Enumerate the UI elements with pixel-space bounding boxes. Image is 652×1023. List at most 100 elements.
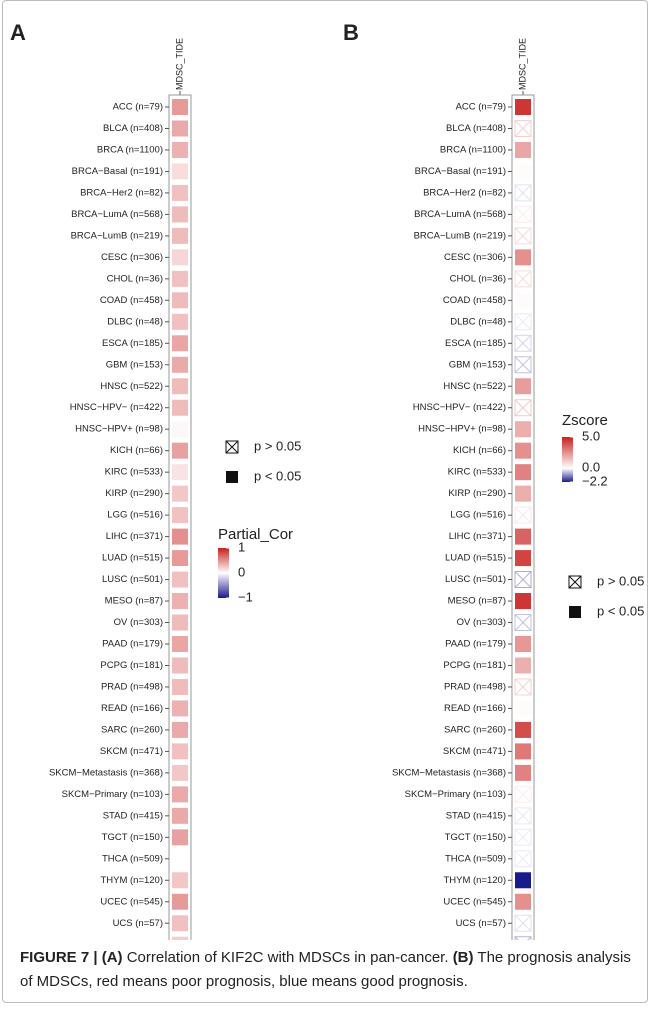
row-label: SARC (n=260) xyxy=(101,724,163,735)
row-label: BRCA−Basal (n=191) xyxy=(72,166,163,177)
row-label: UCS (n=57) xyxy=(113,918,163,929)
row-label: THCA (n=509) xyxy=(102,853,163,864)
row-label: LUAD (n=515) xyxy=(102,553,163,564)
heatmap-cell xyxy=(172,485,188,502)
row-label: PCPG (n=181) xyxy=(100,660,163,671)
heatmap-cell xyxy=(172,163,188,180)
heatmap-cell xyxy=(514,785,532,803)
heatmap-cell xyxy=(172,335,188,352)
cell-cross xyxy=(514,571,532,588)
cell-cross xyxy=(514,936,519,940)
caption-tag: (B) xyxy=(452,949,474,966)
heatmap-cell xyxy=(515,99,531,115)
legend-symbol xyxy=(225,440,239,454)
row-label: HNSC−HPV+ (n=98) xyxy=(418,424,506,435)
row-label: GBM (n=153) xyxy=(449,359,506,370)
row-label: BLCA (n=408) xyxy=(103,123,163,134)
heatmap-cell xyxy=(172,206,188,223)
colorbar xyxy=(218,548,229,598)
heatmap-cell xyxy=(172,249,188,266)
heatmap-cell xyxy=(514,270,532,288)
legend-label: p < 0.05 xyxy=(254,468,301,483)
row-label: READ (n=166) xyxy=(101,703,163,714)
figure-frame xyxy=(2,0,648,1003)
row-label: LIHC (n=371) xyxy=(449,531,506,542)
heatmap-frame xyxy=(511,94,535,940)
row-label: TGCT (n=150) xyxy=(445,832,506,843)
cell-cross xyxy=(514,828,532,846)
row-label: GBM (n=153) xyxy=(106,359,163,370)
column-label: MDSC_TIDE xyxy=(517,38,527,90)
heatmap-cell xyxy=(514,334,532,352)
colorbar-tick-label: 5.0 xyxy=(582,428,600,443)
heatmap-cell xyxy=(172,313,188,330)
row-label: CHOL (n=36) xyxy=(450,273,506,284)
row-label: SARC (n=260) xyxy=(444,724,506,735)
row-label: SKCM−Primary (n=103) xyxy=(62,789,163,800)
heatmap-cell xyxy=(514,914,532,932)
heatmap-cell xyxy=(172,807,188,824)
row-label: STAD (n=415) xyxy=(446,810,506,821)
heatmap-cell xyxy=(515,249,531,266)
heatmap-cell xyxy=(514,205,532,223)
heatmap-cell xyxy=(172,270,188,287)
row-label: UVM (n=80) xyxy=(455,939,506,940)
legend-symbol xyxy=(225,440,239,454)
heatmap-cell xyxy=(514,936,532,940)
cell-cross xyxy=(527,936,532,940)
row-label: THYM (n=120) xyxy=(100,875,163,886)
heatmap-cell xyxy=(515,292,531,309)
legend-label: p > 0.05 xyxy=(254,438,301,453)
row-label: UCEC (n=545) xyxy=(100,896,163,907)
caption-tag: (A) xyxy=(101,949,123,966)
heatmap-cell xyxy=(172,893,188,910)
row-label: COAD (n=458) xyxy=(443,295,506,306)
row-label: MESO (n=87) xyxy=(448,596,506,607)
heatmap-cell xyxy=(515,378,531,395)
column-label: MDSC_TIDE xyxy=(174,38,184,90)
cell-cross xyxy=(514,356,532,374)
cell-cross xyxy=(514,614,532,631)
row-label: BRCA−LumB (n=219) xyxy=(71,230,163,241)
row-label: UCEC (n=545) xyxy=(443,896,506,907)
heatmap-cell xyxy=(172,227,188,244)
heatmap-cell xyxy=(514,571,532,589)
row-label: PAAD (n=179) xyxy=(102,639,163,650)
heatmap-cell xyxy=(515,636,531,652)
heatmap-cell xyxy=(515,872,531,889)
heatmap-cell xyxy=(172,507,188,524)
heatmap-cell xyxy=(172,528,188,545)
row-label: BRCA (n=1100) xyxy=(440,144,506,155)
row-label: CHOL (n=36) xyxy=(107,273,163,284)
row-label: READ (n=166) xyxy=(444,703,506,714)
heatmap-frame xyxy=(168,94,192,940)
heatmap-cell xyxy=(172,464,188,481)
heatmap-cell xyxy=(515,528,531,545)
row-label: KIRC (n=533) xyxy=(448,467,506,478)
heatmap-cell xyxy=(172,636,188,652)
row-label: HNSC−HPV− (n=422) xyxy=(70,402,163,413)
heatmap-cell xyxy=(172,786,188,803)
heatmap-cell xyxy=(515,893,531,910)
legend-label: p > 0.05 xyxy=(597,573,644,588)
row-label: KICH (n=66) xyxy=(453,445,506,456)
heatmap-cell xyxy=(515,485,531,502)
legend-symbol xyxy=(226,471,238,483)
cell-cross xyxy=(514,313,532,331)
row-label: CESC (n=306) xyxy=(444,252,506,263)
row-label: LUAD (n=515) xyxy=(445,553,506,564)
row-label: UVM (n=80) xyxy=(112,939,163,940)
row-label: OV (n=303) xyxy=(457,617,506,628)
heatmap-cell xyxy=(172,184,188,201)
heatmap-cell xyxy=(514,850,532,868)
heatmap-cell xyxy=(172,936,188,940)
heatmap-cell xyxy=(514,399,532,417)
row-label: COAD (n=458) xyxy=(100,295,163,306)
cell-cross xyxy=(514,914,532,932)
heatmap-cell xyxy=(514,227,532,245)
caption: FIGURE 7 | (A) Correlation of KIF2C with… xyxy=(20,946,635,994)
heatmap-cell xyxy=(172,657,188,674)
colorbar-tick-label: −2.2 xyxy=(582,473,608,488)
row-label: HNSC (n=522) xyxy=(443,381,506,392)
heatmap-cell xyxy=(515,700,531,717)
